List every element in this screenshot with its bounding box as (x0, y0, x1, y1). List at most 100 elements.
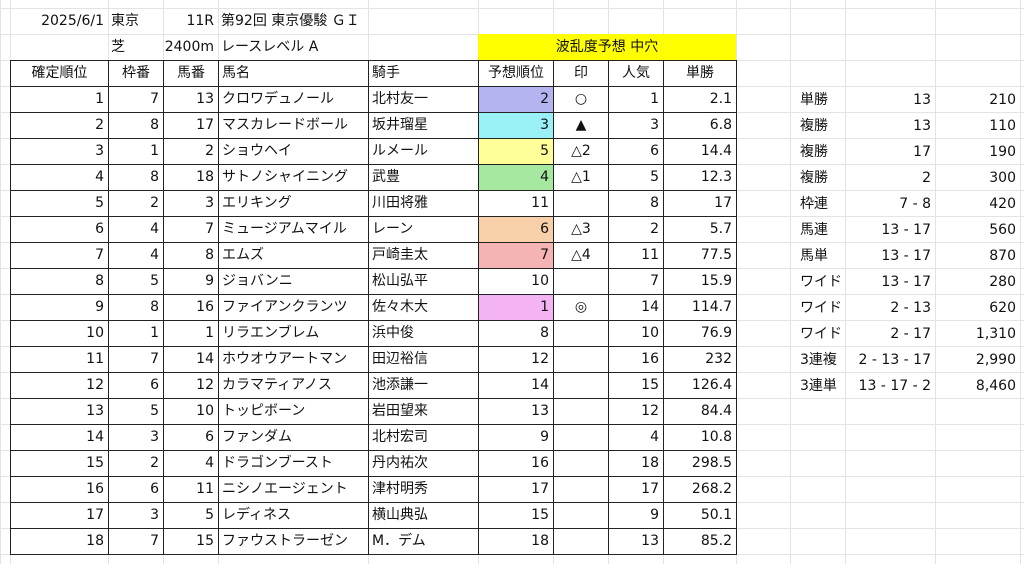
race-date[interactable]: 2025/6/1 (41, 13, 104, 29)
horse-name-cell[interactable]: ファウストラーゼン (218, 528, 369, 555)
odds-cell[interactable]: 50.1 (663, 502, 737, 529)
odds-cell[interactable]: 77.5 (663, 242, 737, 269)
race-number[interactable]: 11R (186, 13, 214, 29)
finish-cell[interactable]: 17 (10, 502, 109, 529)
payout-type-cell[interactable]: 3連複 (800, 352, 837, 368)
waku-cell[interactable]: 7 (108, 86, 164, 113)
payout-type-cell[interactable]: 馬単 (800, 248, 828, 264)
jockey-cell[interactable]: 横山典弘 (368, 502, 479, 529)
mark-cell[interactable] (553, 424, 609, 451)
col-header-odds[interactable]: 単勝 (663, 60, 737, 87)
col-header-uma[interactable]: 馬番 (163, 60, 219, 87)
col-header-jockey[interactable]: 騎手 (368, 60, 479, 87)
predicted-rank-cell[interactable]: 1 (478, 294, 554, 321)
payout-combo-cell[interactable]: 2 (922, 170, 931, 186)
odds-cell[interactable]: 5.7 (663, 216, 737, 243)
finish-cell[interactable]: 11 (10, 346, 109, 373)
horse-name-cell[interactable]: エムズ (218, 242, 369, 269)
odds-cell[interactable]: 85.2 (663, 528, 737, 555)
predicted-rank-cell[interactable]: 3 (478, 112, 554, 139)
horse-name-cell[interactable]: カラマティアノス (218, 372, 369, 399)
odds-cell[interactable]: 268.2 (663, 476, 737, 503)
payout-combo-cell[interactable]: 2 - 17 (890, 326, 931, 342)
col-header-predicted[interactable]: 予想順位 (478, 60, 554, 87)
payout-type-cell[interactable]: 馬連 (800, 222, 828, 238)
uma-cell[interactable]: 11 (163, 476, 219, 503)
popularity-cell[interactable]: 12 (608, 398, 664, 425)
finish-cell[interactable]: 13 (10, 398, 109, 425)
race-distance[interactable]: 2400m (164, 39, 214, 55)
finish-cell[interactable]: 3 (10, 138, 109, 165)
payout-combo-cell[interactable]: 13 (913, 118, 931, 134)
uma-cell[interactable]: 6 (163, 424, 219, 451)
payout-type-cell[interactable]: 複勝 (800, 118, 828, 134)
predicted-rank-cell[interactable]: 15 (478, 502, 554, 529)
uma-cell[interactable]: 14 (163, 346, 219, 373)
payout-type-cell[interactable]: 枠連 (800, 196, 828, 212)
horse-name-cell[interactable]: ドラゴンブースト (218, 450, 369, 477)
predicted-rank-cell[interactable]: 17 (478, 476, 554, 503)
payout-amount-cell[interactable]: 190 (989, 144, 1016, 160)
col-header-finish[interactable]: 確定順位 (10, 60, 109, 87)
mark-cell[interactable] (553, 372, 609, 399)
payout-amount-cell[interactable]: 280 (989, 274, 1016, 290)
horse-name-cell[interactable]: マスカレードボール (218, 112, 369, 139)
uma-cell[interactable]: 17 (163, 112, 219, 139)
finish-cell[interactable]: 1 (10, 86, 109, 113)
waku-cell[interactable]: 4 (108, 242, 164, 269)
payout-type-cell[interactable]: 3連単 (800, 378, 837, 394)
jockey-cell[interactable]: 池添謙一 (368, 372, 479, 399)
mark-cell[interactable] (553, 528, 609, 555)
col-header-mark[interactable]: 印 (553, 60, 609, 87)
waku-cell[interactable]: 6 (108, 372, 164, 399)
odds-cell[interactable]: 298.5 (663, 450, 737, 477)
mark-cell[interactable] (553, 190, 609, 217)
uma-cell[interactable]: 2 (163, 138, 219, 165)
race-surface[interactable]: 芝 (111, 39, 125, 55)
uma-cell[interactable]: 1 (163, 320, 219, 347)
finish-cell[interactable]: 9 (10, 294, 109, 321)
payout-amount-cell[interactable]: 1,310 (975, 326, 1016, 342)
finish-cell[interactable]: 12 (10, 372, 109, 399)
uma-cell[interactable]: 3 (163, 190, 219, 217)
predicted-rank-cell[interactable]: 12 (478, 346, 554, 373)
payout-amount-cell[interactable]: 620 (989, 300, 1016, 316)
odds-cell[interactable]: 76.9 (663, 320, 737, 347)
mark-cell[interactable] (553, 398, 609, 425)
popularity-cell[interactable]: 2 (608, 216, 664, 243)
payout-amount-cell[interactable]: 560 (989, 222, 1016, 238)
waku-cell[interactable]: 3 (108, 424, 164, 451)
popularity-cell[interactable]: 9 (608, 502, 664, 529)
odds-cell[interactable]: 14.4 (663, 138, 737, 165)
horse-name-cell[interactable]: エリキング (218, 190, 369, 217)
odds-cell[interactable]: 232 (663, 346, 737, 373)
predicted-rank-cell[interactable]: 9 (478, 424, 554, 451)
waku-cell[interactable]: 3 (108, 502, 164, 529)
uma-cell[interactable]: 13 (163, 86, 219, 113)
upset-forecast-banner[interactable]: 波乱度予想 中穴 (478, 34, 736, 60)
uma-cell[interactable]: 9 (163, 268, 219, 295)
uma-cell[interactable]: 8 (163, 242, 219, 269)
odds-cell[interactable]: 10.8 (663, 424, 737, 451)
popularity-cell[interactable]: 4 (608, 424, 664, 451)
predicted-rank-cell[interactable]: 2 (478, 86, 554, 113)
uma-cell[interactable]: 10 (163, 398, 219, 425)
jockey-cell[interactable]: 北村宏司 (368, 424, 479, 451)
finish-cell[interactable]: 6 (10, 216, 109, 243)
finish-cell[interactable]: 5 (10, 190, 109, 217)
jockey-cell[interactable]: 戸崎圭太 (368, 242, 479, 269)
predicted-rank-cell[interactable]: 4 (478, 164, 554, 191)
horse-name-cell[interactable]: クロワデュノール (218, 86, 369, 113)
mark-cell[interactable] (553, 476, 609, 503)
odds-cell[interactable]: 126.4 (663, 372, 737, 399)
jockey-cell[interactable]: 岩田望来 (368, 398, 479, 425)
horse-name-cell[interactable]: ジョバンニ (218, 268, 369, 295)
mark-cell[interactable] (553, 450, 609, 477)
predicted-rank-cell[interactable]: 10 (478, 268, 554, 295)
jockey-cell[interactable]: 北村友一 (368, 86, 479, 113)
jockey-cell[interactable]: 佐々木大 (368, 294, 479, 321)
odds-cell[interactable]: 6.8 (663, 112, 737, 139)
horse-name-cell[interactable]: レディネス (218, 502, 369, 529)
predicted-rank-cell[interactable]: 5 (478, 138, 554, 165)
col-header-waku[interactable]: 枠番 (108, 60, 164, 87)
